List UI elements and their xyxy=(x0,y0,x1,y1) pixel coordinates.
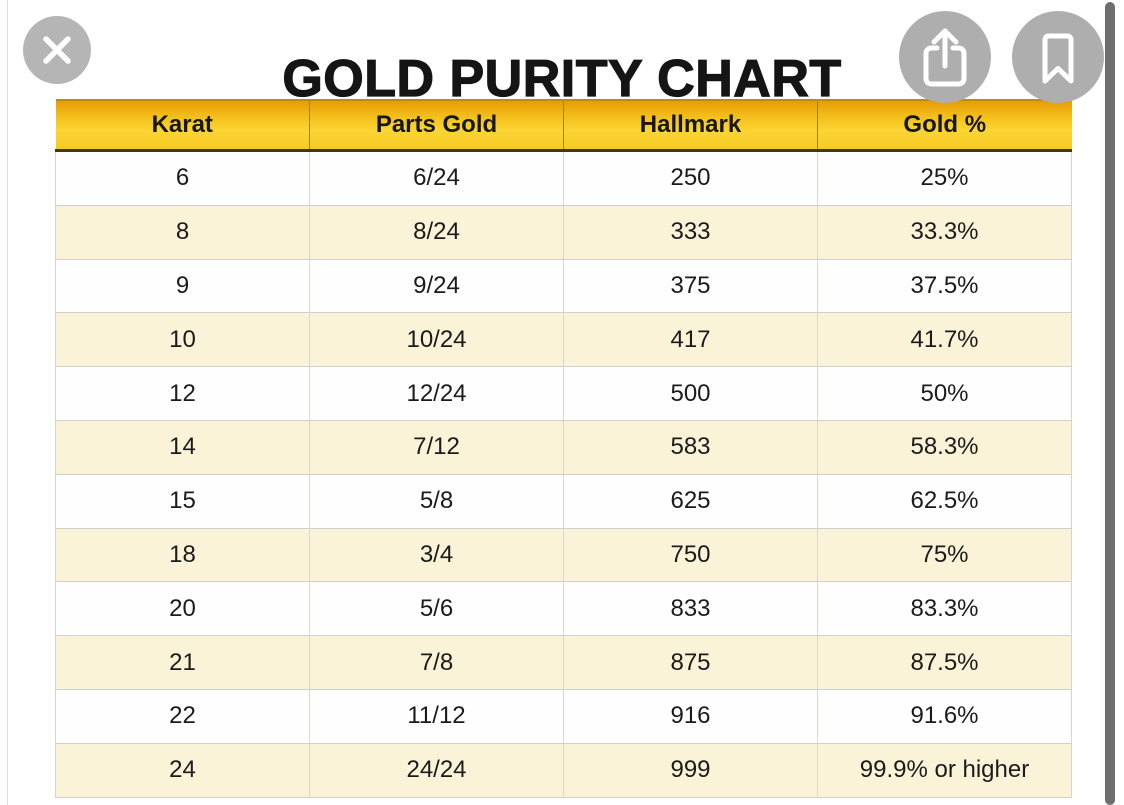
column-header-hallmark: Hallmark xyxy=(563,99,818,152)
cell-karat: 14 xyxy=(55,420,310,475)
cell-gold-percent: 75% xyxy=(817,528,1072,583)
cell-hallmark: 916 xyxy=(563,689,818,744)
cell-parts-gold: 24/24 xyxy=(309,743,564,798)
cell-karat: 22 xyxy=(55,689,310,744)
cell-parts-gold: 5/8 xyxy=(309,474,564,529)
table-row: 24 24/24 999 99.9% or higher xyxy=(55,743,1072,798)
cell-hallmark: 417 xyxy=(563,312,818,368)
bookmark-icon xyxy=(1012,11,1104,103)
cell-parts-gold: 7/12 xyxy=(309,420,564,475)
close-icon xyxy=(23,16,91,84)
table-row: 22 11/12 916 91.6% xyxy=(55,689,1072,744)
table-row: 20 5/6 833 83.3% xyxy=(55,581,1072,637)
share-button[interactable] xyxy=(899,11,991,103)
gold-purity-table: Karat Parts Gold Hallmark Gold % 6 6/24 … xyxy=(55,99,1072,798)
table-row: 10 10/24 417 41.7% xyxy=(55,312,1072,368)
cell-parts-gold: 11/12 xyxy=(309,689,564,744)
cell-gold-percent: 87.5% xyxy=(817,635,1072,690)
cell-karat: 8 xyxy=(55,205,310,260)
table-header-row: Karat Parts Gold Hallmark Gold % xyxy=(55,99,1072,152)
viewer-left-edge xyxy=(7,0,8,805)
cell-hallmark: 375 xyxy=(563,259,818,314)
scrollbar[interactable] xyxy=(1105,2,1115,805)
cell-hallmark: 333 xyxy=(563,205,818,260)
cell-parts-gold: 10/24 xyxy=(309,312,564,368)
cell-hallmark: 875 xyxy=(563,635,818,690)
cell-karat: 24 xyxy=(55,743,310,798)
cell-hallmark: 250 xyxy=(563,150,818,206)
cell-karat: 15 xyxy=(55,474,310,529)
cell-karat: 20 xyxy=(55,581,310,637)
cell-gold-percent: 83.3% xyxy=(817,581,1072,637)
close-button[interactable] xyxy=(23,16,91,84)
table-row: 15 5/8 625 62.5% xyxy=(55,474,1072,529)
cell-parts-gold: 9/24 xyxy=(309,259,564,314)
cell-parts-gold: 5/6 xyxy=(309,581,564,637)
cell-gold-percent: 99.9% or higher xyxy=(817,743,1072,798)
cell-hallmark: 583 xyxy=(563,420,818,475)
table-row: 8 8/24 333 33.3% xyxy=(55,205,1072,260)
cell-gold-percent: 91.6% xyxy=(817,689,1072,744)
cell-karat: 6 xyxy=(55,150,310,206)
cell-parts-gold: 8/24 xyxy=(309,205,564,260)
cell-karat: 18 xyxy=(55,528,310,583)
table-row: 18 3/4 750 75% xyxy=(55,528,1072,583)
cell-parts-gold: 6/24 xyxy=(309,150,564,206)
cell-karat: 10 xyxy=(55,312,310,368)
cell-gold-percent: 41.7% xyxy=(817,312,1072,368)
share-icon xyxy=(899,11,991,103)
cell-gold-percent: 37.5% xyxy=(817,259,1072,314)
cell-hallmark: 750 xyxy=(563,528,818,583)
table-row: 12 12/24 500 50% xyxy=(55,366,1072,421)
page-title: GOLD PURITY CHART xyxy=(282,49,842,108)
cell-parts-gold: 3/4 xyxy=(309,528,564,583)
table-row: 6 6/24 250 25% xyxy=(55,150,1072,206)
column-header-parts-gold: Parts Gold xyxy=(309,99,564,152)
cell-gold-percent: 58.3% xyxy=(817,420,1072,475)
gold-purity-table-wrap: Karat Parts Gold Hallmark Gold % 6 6/24 … xyxy=(55,99,1072,798)
cell-gold-percent: 62.5% xyxy=(817,474,1072,529)
cell-parts-gold: 7/8 xyxy=(309,635,564,690)
cell-karat: 21 xyxy=(55,635,310,690)
cell-gold-percent: 50% xyxy=(817,366,1072,421)
cell-gold-percent: 25% xyxy=(817,150,1072,206)
column-header-gold-percent: Gold % xyxy=(817,99,1072,152)
cell-hallmark: 500 xyxy=(563,366,818,421)
bookmark-button[interactable] xyxy=(1012,11,1104,103)
cell-hallmark: 833 xyxy=(563,581,818,637)
cell-parts-gold: 12/24 xyxy=(309,366,564,421)
cell-karat: 12 xyxy=(55,366,310,421)
cell-gold-percent: 33.3% xyxy=(817,205,1072,260)
table-row: 9 9/24 375 37.5% xyxy=(55,259,1072,314)
cell-hallmark: 625 xyxy=(563,474,818,529)
cell-hallmark: 999 xyxy=(563,743,818,798)
cell-karat: 9 xyxy=(55,259,310,314)
table-row: 14 7/12 583 58.3% xyxy=(55,420,1072,475)
table-row: 21 7/8 875 87.5% xyxy=(55,635,1072,690)
column-header-karat: Karat xyxy=(55,99,310,152)
